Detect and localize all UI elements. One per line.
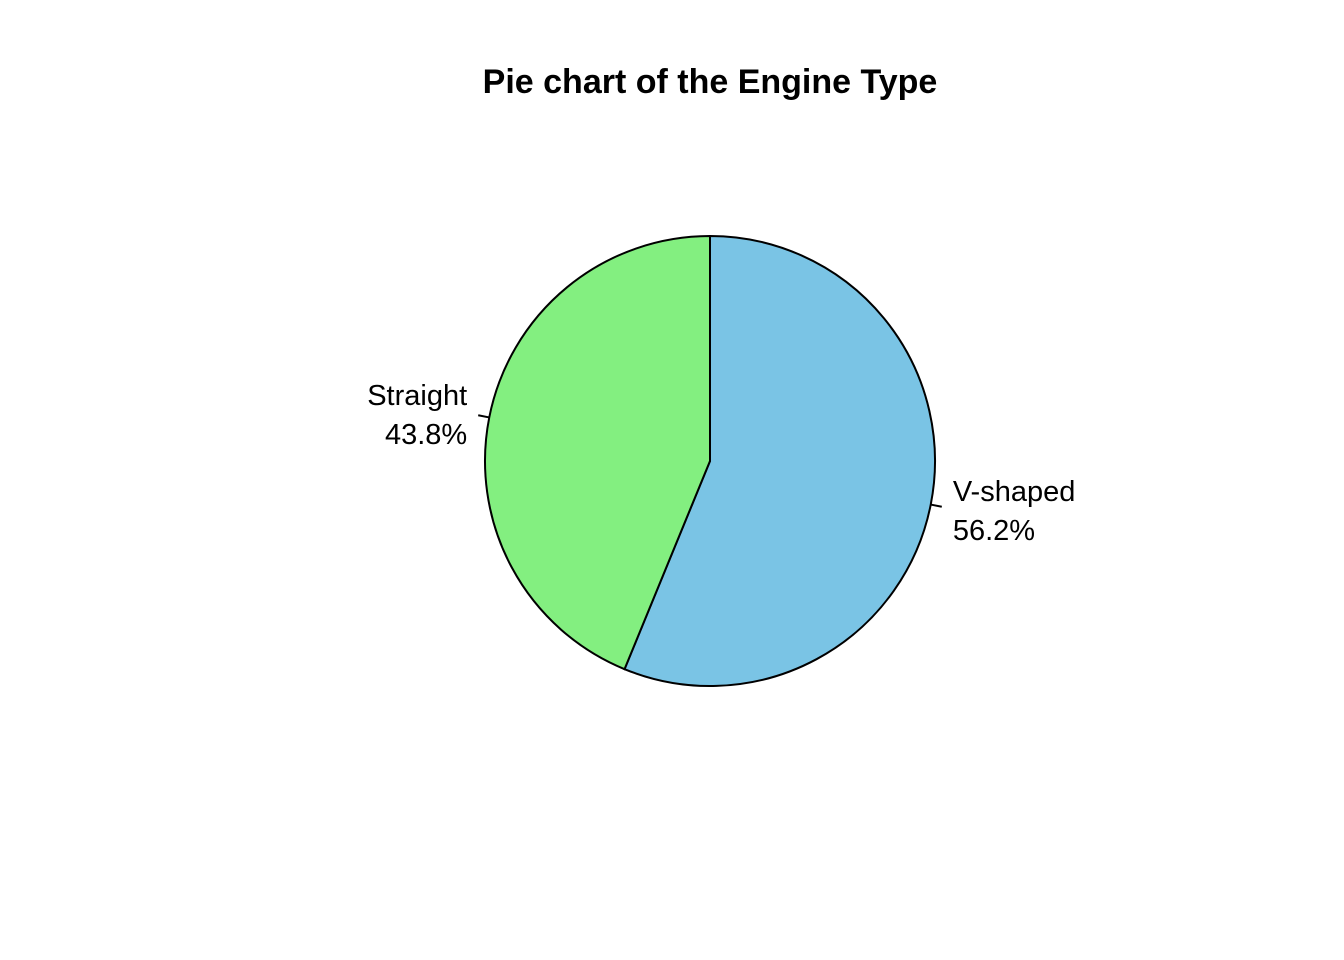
leader-line (478, 414, 490, 419)
slice-label: V-shaped 56.2% (953, 476, 1076, 547)
slice-label-percent: 56.2% (953, 515, 1035, 547)
slice-label-name: Straight (367, 380, 467, 412)
slice-label: Straight 43.8% (367, 380, 467, 451)
chart-title: Pie chart of the Engine Type (483, 63, 938, 101)
pie-slices (484, 234, 936, 687)
pie-slice-straight (484, 234, 711, 671)
pie-labels: V-shaped 56.2% Straight 43.8% (367, 380, 1075, 547)
slice-label-percent: 43.8% (385, 419, 467, 451)
slice-label-name: V-shaped (953, 476, 1076, 508)
leader-line (930, 503, 942, 508)
